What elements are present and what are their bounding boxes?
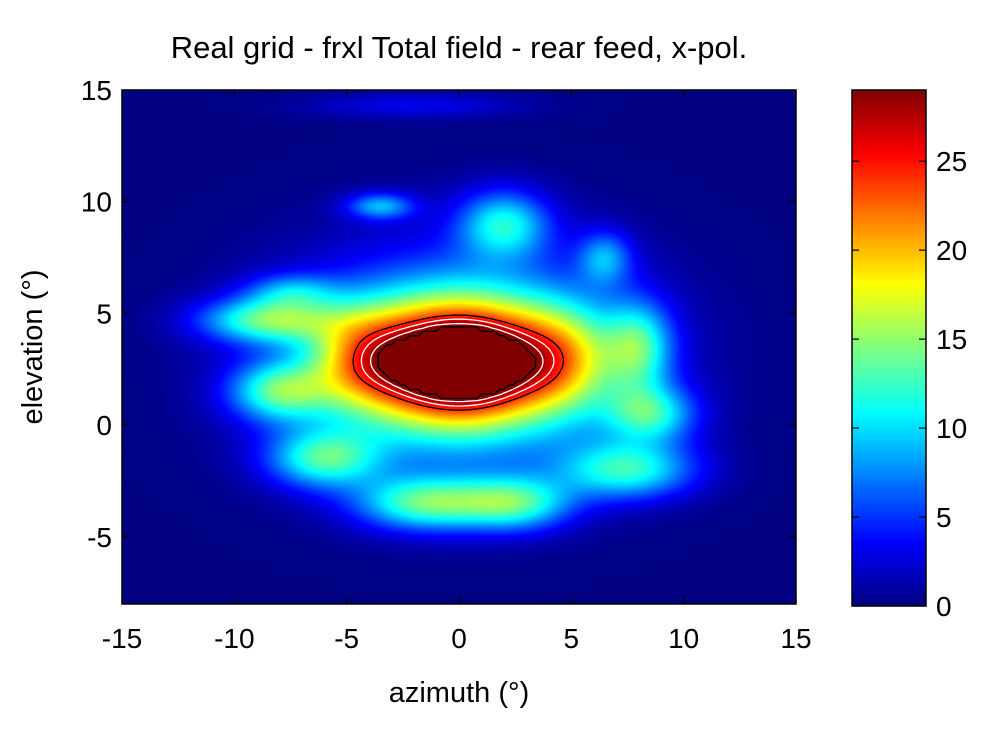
chart-title: Real grid - frxl Total field - rear feed… [171, 30, 748, 65]
heatmap-image [122, 90, 796, 604]
contour-lines [352, 314, 565, 411]
tick-label: 0 [936, 591, 952, 622]
colorbar: 0 5 10 15 20 25 [851, 89, 967, 622]
tick-label: -5 [334, 623, 359, 654]
y-axis-ticks: -5 0 5 10 15 [81, 75, 796, 553]
tick-label: 10 [668, 623, 699, 654]
tick-label: 15 [81, 75, 112, 106]
x-axis-ticks: -15 -10 -5 0 5 10 15 [102, 90, 812, 654]
contour-line [377, 326, 537, 400]
colorbar-image [852, 90, 926, 606]
plot-area [121, 89, 797, 605]
colorbar-ticks: 0 5 10 15 20 25 [852, 146, 967, 622]
tick-label: 5 [564, 623, 580, 654]
tick-label: 0 [96, 410, 112, 441]
tick-label: -10 [214, 623, 254, 654]
x-axis-label: azimuth (°) [389, 677, 530, 709]
tick-label: 10 [81, 187, 112, 218]
tick-label: 5 [936, 502, 952, 533]
contour-line [369, 322, 544, 403]
tick-label: 25 [936, 146, 967, 177]
tick-label: 20 [936, 235, 967, 266]
y-axis-label: elevation (°) [17, 269, 49, 424]
tick-label: 10 [936, 413, 967, 444]
contour-line [352, 314, 565, 411]
tick-label: -15 [102, 623, 142, 654]
contour-line [360, 318, 555, 407]
tick-label: 5 [96, 298, 112, 329]
tick-label: 0 [451, 623, 467, 654]
tick-label: -5 [87, 522, 112, 553]
tick-label: 15 [780, 623, 811, 654]
colorbar-frame [851, 89, 927, 607]
tick-label: 15 [936, 324, 967, 355]
